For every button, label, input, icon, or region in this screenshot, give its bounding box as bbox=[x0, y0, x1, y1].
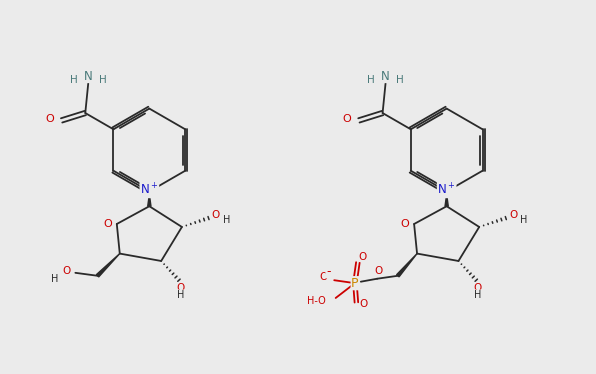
Text: N$^+$: N$^+$ bbox=[140, 182, 159, 197]
Text: O: O bbox=[176, 283, 185, 292]
Text: H: H bbox=[396, 76, 404, 86]
Text: O: O bbox=[358, 252, 367, 261]
Polygon shape bbox=[445, 194, 448, 206]
Polygon shape bbox=[148, 194, 151, 206]
Text: O: O bbox=[45, 114, 54, 124]
Text: O: O bbox=[474, 283, 482, 292]
Text: O: O bbox=[374, 266, 383, 276]
Text: O: O bbox=[212, 210, 220, 220]
Text: O: O bbox=[359, 299, 368, 309]
Text: H: H bbox=[222, 215, 230, 224]
Text: N: N bbox=[381, 70, 390, 83]
Text: O: O bbox=[104, 219, 112, 229]
Text: H: H bbox=[99, 76, 107, 86]
Text: H: H bbox=[51, 274, 58, 284]
Text: H: H bbox=[520, 215, 527, 224]
Text: O: O bbox=[63, 266, 70, 276]
Text: O: O bbox=[401, 219, 409, 229]
Text: H: H bbox=[474, 290, 482, 300]
Text: -: - bbox=[326, 265, 331, 278]
Polygon shape bbox=[97, 254, 120, 277]
Text: H: H bbox=[70, 76, 77, 86]
Text: N: N bbox=[84, 70, 92, 83]
Polygon shape bbox=[396, 254, 417, 277]
Text: H: H bbox=[177, 290, 184, 300]
Text: N$^+$: N$^+$ bbox=[437, 182, 456, 197]
Text: O: O bbox=[319, 272, 328, 282]
Text: H-O: H-O bbox=[307, 296, 326, 306]
Text: O: O bbox=[343, 114, 352, 124]
Text: P: P bbox=[351, 277, 359, 290]
Text: H: H bbox=[367, 76, 375, 86]
Text: O: O bbox=[509, 210, 517, 220]
